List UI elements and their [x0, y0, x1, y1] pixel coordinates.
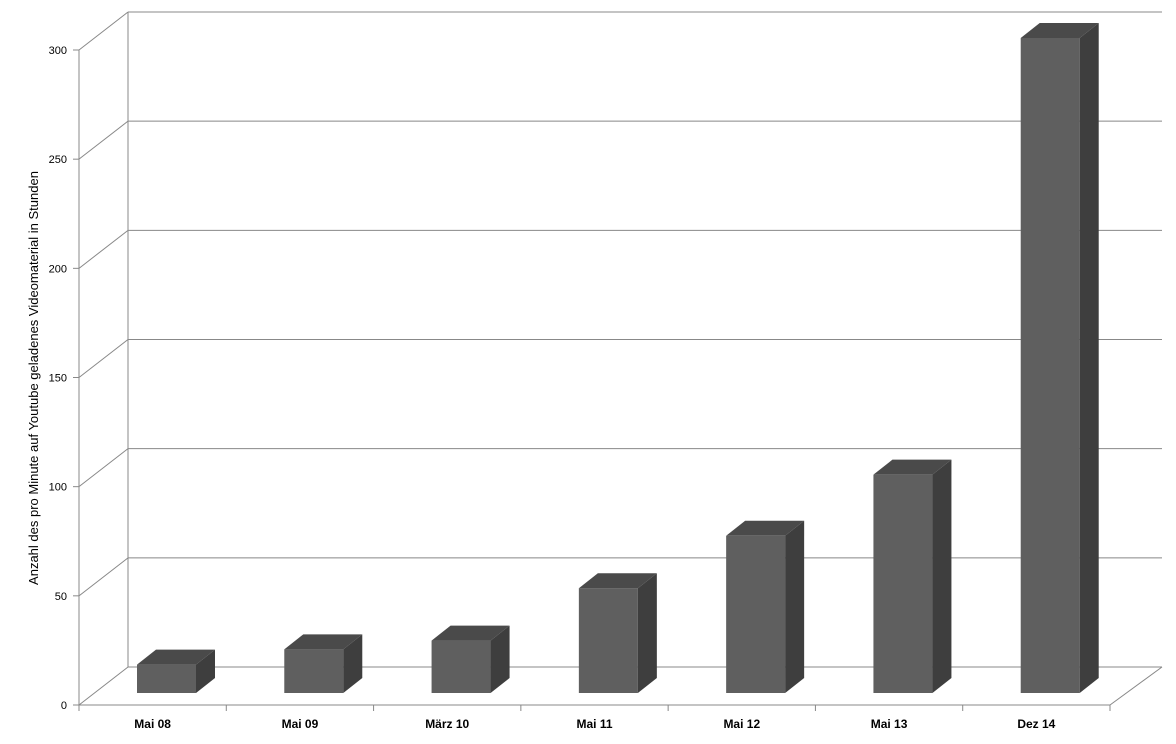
x-tick-label: Mai 13: [871, 717, 908, 731]
bar-top: [873, 459, 952, 475]
bar-top: [578, 573, 657, 589]
gridline-side: [78, 229, 129, 269]
floor-edge: [1109, 666, 1163, 706]
x-tick-label: Mai 12: [723, 717, 760, 731]
bar: [284, 634, 363, 693]
bar-top: [431, 625, 510, 641]
y-tick-label: 150: [49, 373, 67, 385]
bar-front: [726, 535, 786, 693]
bar-front: [431, 640, 491, 693]
y-tick-label: 200: [49, 263, 67, 275]
y-tick-label: 300: [49, 45, 67, 57]
x-tick-label: Mai 08: [134, 717, 171, 731]
x-tick-label: März 10: [425, 717, 469, 731]
bar: [431, 625, 510, 693]
bar-front: [284, 649, 344, 693]
bar-side: [1079, 23, 1099, 693]
x-tick-label: Dez 14: [1017, 717, 1055, 731]
y-tick-label: 250: [49, 154, 67, 166]
gridlines: [78, 11, 1162, 706]
bar-side: [932, 459, 952, 693]
gridline-side: [78, 120, 129, 160]
x-tick-label: Mai 11: [576, 717, 612, 731]
bar: [137, 649, 215, 693]
bar-front: [1020, 38, 1080, 693]
bar-front: [137, 664, 196, 693]
gridline-side: [78, 666, 129, 706]
bar-side: [637, 573, 657, 693]
bar: [726, 520, 805, 693]
gridline-side: [78, 11, 129, 51]
gridline-side: [78, 448, 129, 488]
bar-front: [578, 588, 638, 693]
gridline-side: [78, 339, 129, 378]
gridline-side: [78, 557, 129, 597]
x-tick-label: Mai 09: [282, 717, 319, 731]
bar-side: [343, 634, 363, 693]
y-tick-label: 0: [61, 700, 67, 712]
bar: [1020, 23, 1099, 693]
bar-top: [726, 520, 805, 536]
y-tick-label: 100: [49, 482, 67, 494]
bar: [578, 573, 657, 693]
bar-side: [490, 625, 510, 693]
y-axis-title: Anzahl des pro Minute auf Youtube gelade…: [26, 171, 41, 585]
bars: [137, 23, 1099, 693]
bar-top: [1020, 23, 1099, 38]
bar-top: [284, 634, 363, 650]
bar-front: [873, 474, 933, 693]
y-tick-label: 50: [55, 591, 67, 603]
labels: 0 50 100 150 200 250 300 Mai 08 Mai 09 März 10 Mai…: [49, 45, 1056, 731]
bar-side: [196, 649, 215, 693]
bar-top: [137, 649, 215, 665]
bar: [873, 459, 952, 693]
axes: [73, 12, 1163, 711]
bar-side: [785, 520, 805, 693]
